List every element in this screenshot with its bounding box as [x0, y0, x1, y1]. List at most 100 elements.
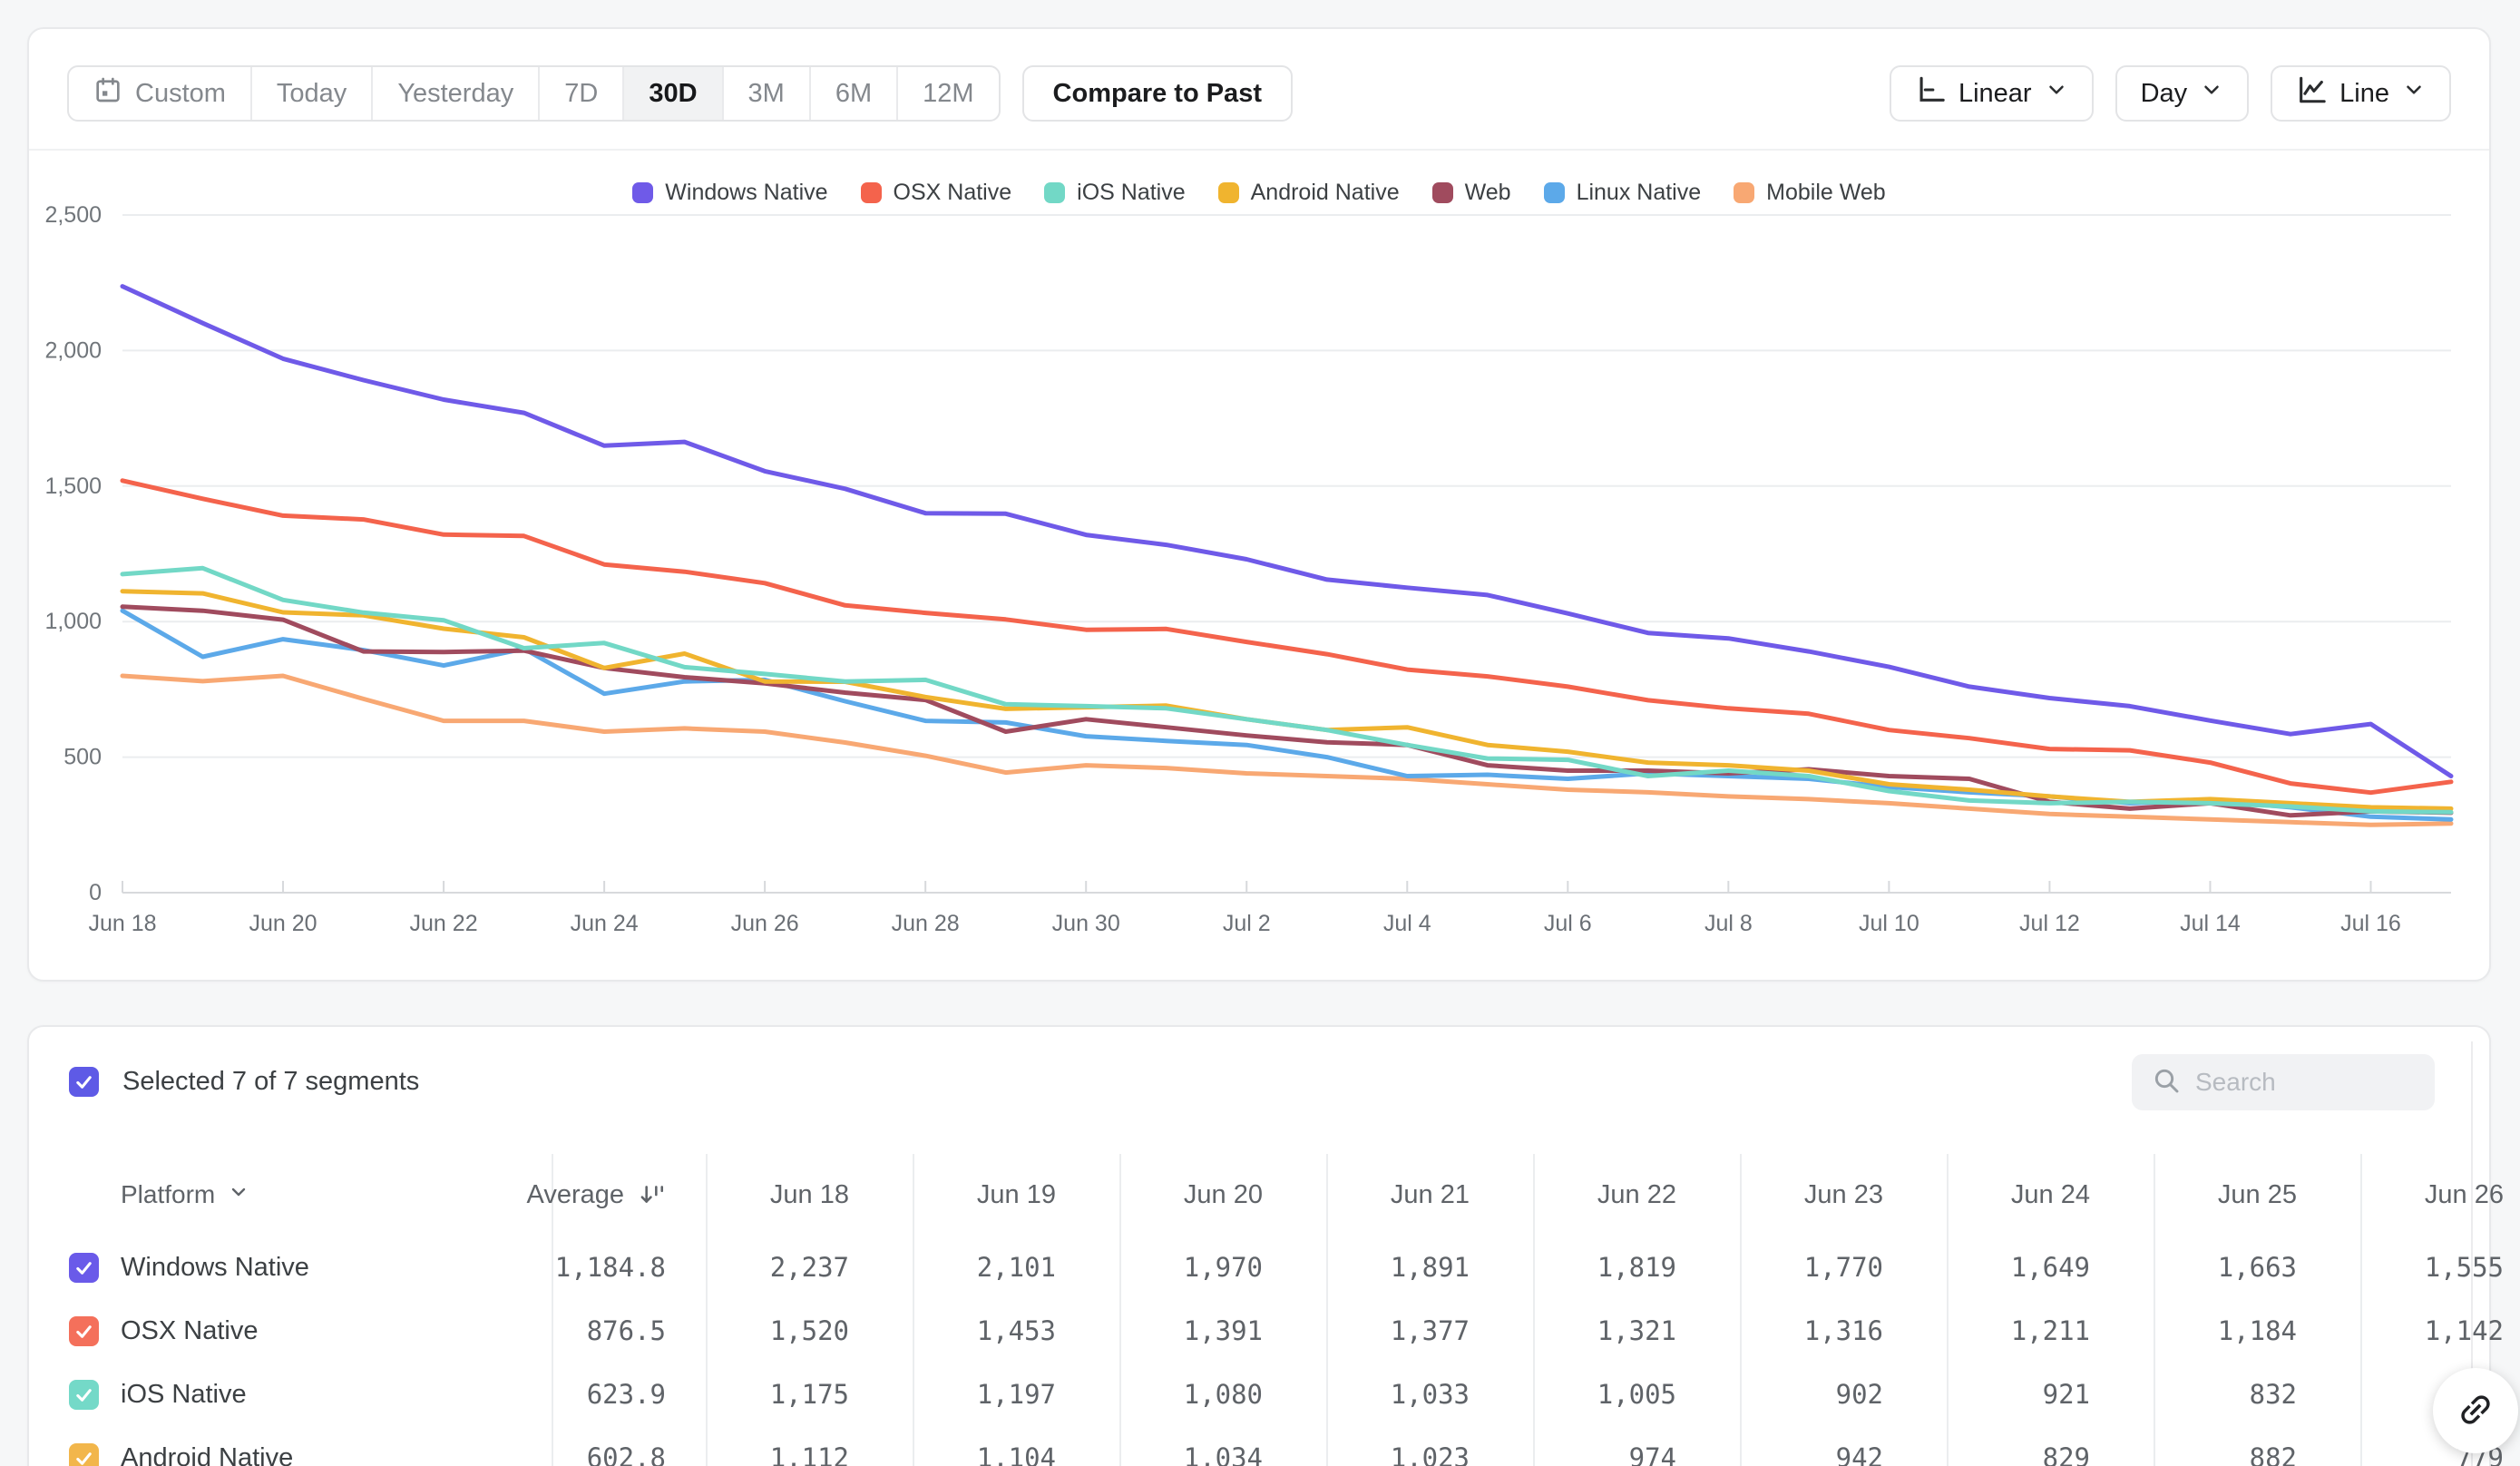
range-option-label: Today	[276, 78, 347, 108]
legend-swatch-icon	[1217, 181, 1239, 203]
date-column-header: Jun 25	[2155, 1154, 2362, 1236]
metric-value: 1,023	[1328, 1426, 1535, 1466]
platform-name: Windows Native	[121, 1252, 309, 1282]
legend-item[interactable]: OSX Native	[860, 179, 1012, 206]
svg-text:500: 500	[63, 745, 102, 770]
chevron-down-icon	[2200, 78, 2223, 109]
average-value: 623.9	[552, 1363, 708, 1426]
legend-label: Linux Native	[1576, 179, 1702, 205]
metric-value: 1,770	[1742, 1236, 1949, 1299]
range-option-3m[interactable]: 3M	[721, 67, 809, 120]
chart-type-dropdown[interactable]: Line	[2271, 65, 2451, 122]
svg-text:Jun 26: Jun 26	[731, 911, 799, 936]
platform-column-header[interactable]: Platform	[67, 1154, 552, 1236]
metric-value: 2,237	[708, 1236, 914, 1299]
table-row-platform: iOS Native	[67, 1363, 552, 1426]
average-column-header[interactable]: Average	[527, 1154, 708, 1236]
legend-label: Android Native	[1250, 179, 1400, 205]
line-chart-icon	[2296, 74, 2327, 112]
table-row-platform: OSX Native	[67, 1299, 552, 1363]
metric-value: 1,819	[1535, 1236, 1742, 1299]
metric-value: 1,891	[1328, 1236, 1535, 1299]
svg-text:2,500: 2,500	[44, 202, 102, 228]
series-line-windows-native	[120, 284, 2454, 778]
selected-summary: Selected 7 of 7 segments	[122, 1067, 420, 1096]
legend-item[interactable]: iOS Native	[1044, 180, 1186, 206]
copy-link-button[interactable]	[2433, 1368, 2518, 1453]
search-input[interactable]	[2195, 1068, 2395, 1097]
legend-swatch-icon	[1734, 181, 1755, 203]
average-value: 602.8	[552, 1426, 708, 1466]
metric-value: 974	[1535, 1426, 1742, 1466]
linear-scale-icon	[1915, 74, 1946, 112]
legend-item[interactable]: Mobile Web	[1734, 180, 1886, 206]
metric-value: 2,101	[914, 1236, 1121, 1299]
metric-value: 942	[1742, 1426, 1949, 1466]
select-all-checkbox[interactable]	[69, 1067, 99, 1097]
metric-value: 1,391	[1121, 1299, 1328, 1363]
range-option-today[interactable]: Today	[249, 67, 371, 120]
segment-checkbox[interactable]	[69, 1442, 99, 1466]
table-row-platform: Android Native	[67, 1426, 552, 1466]
range-option-6m[interactable]: 6M	[808, 67, 896, 120]
svg-text:Jun 30: Jun 30	[1052, 911, 1120, 936]
metric-value: 1,211	[1949, 1299, 2155, 1363]
toolbar-divider	[29, 149, 2489, 151]
legend-item[interactable]: Web	[1431, 179, 1511, 206]
search-box	[2132, 1054, 2435, 1110]
svg-text:Jul 12: Jul 12	[2019, 911, 2080, 936]
legend-label: Web	[1464, 179, 1511, 205]
range-option-7d[interactable]: 7D	[538, 67, 622, 120]
svg-text:0: 0	[89, 880, 102, 905]
metric-value: 1,316	[1742, 1299, 1949, 1363]
svg-text:2,000: 2,000	[44, 337, 102, 363]
series-line-web	[120, 604, 2454, 818]
svg-text:1,000: 1,000	[44, 609, 102, 634]
metric-value: 1,520	[708, 1299, 914, 1363]
range-option-12m[interactable]: 12M	[896, 67, 998, 120]
metric-value: 1,142	[2362, 1299, 2520, 1363]
compare-to-past-button[interactable]: Compare to Past	[1021, 65, 1293, 122]
metric-value: 1,197	[914, 1363, 1121, 1426]
range-option-label: 3M	[747, 78, 785, 108]
checkmark-icon	[76, 1076, 92, 1089]
chevron-down-icon	[2045, 78, 2068, 109]
date-column-header: Jun 18	[708, 1154, 914, 1236]
metric-value: 1,184	[2155, 1299, 2362, 1363]
range-option-30d[interactable]: 30D	[622, 67, 722, 120]
date-column-header: Jun 26	[2362, 1154, 2520, 1236]
legend-label: OSX Native	[893, 179, 1012, 205]
metric-value: 1,034	[1121, 1426, 1328, 1466]
range-option-yesterday[interactable]: Yesterday	[371, 67, 538, 120]
scale-dropdown[interactable]: Linear	[1889, 65, 2094, 122]
legend-item[interactable]: Windows Native	[632, 180, 828, 206]
legend-item[interactable]: Linux Native	[1543, 179, 1702, 206]
range-option-custom[interactable]: Custom	[69, 67, 250, 120]
metric-value: 1,970	[1121, 1236, 1328, 1299]
svg-text:Jul 6: Jul 6	[1544, 911, 1592, 936]
metric-value: 1,112	[708, 1426, 914, 1466]
svg-text:Jul 16: Jul 16	[2340, 911, 2401, 936]
metric-value: 1,453	[914, 1299, 1121, 1363]
legend-swatch-icon	[632, 181, 654, 203]
legend-swatch-icon	[1044, 181, 1066, 203]
series-line-linux-native	[120, 608, 2454, 822]
svg-text:Jun 18: Jun 18	[88, 911, 156, 936]
range-option-label: Yesterday	[397, 78, 514, 108]
search-icon	[2152, 1066, 2181, 1100]
interval-dropdown[interactable]: Day	[2115, 65, 2250, 122]
segment-checkbox[interactable]	[69, 1252, 99, 1283]
table-row-platform: Windows Native	[67, 1236, 552, 1299]
svg-text:1,500: 1,500	[44, 474, 102, 499]
segment-checkbox[interactable]	[69, 1379, 99, 1410]
date-column-header: Jun 23	[1742, 1154, 1949, 1236]
svg-text:Jul 8: Jul 8	[1704, 911, 1753, 936]
series-line-ios-native	[120, 565, 2454, 815]
pinned-column-divider	[2471, 1041, 2473, 1466]
range-option-label: 30D	[649, 78, 698, 108]
segment-checkbox[interactable]	[69, 1315, 99, 1346]
legend-item[interactable]: Android Native	[1217, 179, 1400, 206]
metric-value: 1,104	[914, 1426, 1121, 1466]
platform-header-label: Platform	[121, 1180, 216, 1208]
svg-text:Jun 22: Jun 22	[410, 911, 478, 936]
